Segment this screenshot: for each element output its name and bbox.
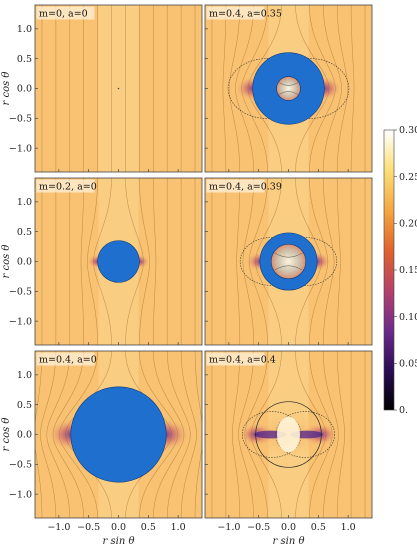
y-tick-label: 1.0 xyxy=(17,24,32,35)
panel-label-bg xyxy=(36,352,95,366)
colorbar-tick-label: 0.05 xyxy=(399,359,417,370)
inner-region xyxy=(276,76,301,101)
panel-5: m=0.4, a=0 1.0 0.5 0.0 −0.5 −1.0 −1.0 −0.5 0.0 0.… xyxy=(9,350,203,533)
panel-label: m=0.4, a=0.39 xyxy=(209,182,282,193)
panel-3: m=0.2, a=0 1.0 0.5 0.0 −0.5 −1.0 xyxy=(9,177,203,346)
y-tick-label: 1.0 xyxy=(17,370,32,381)
colorbar: 0.30 0.25 0.20 0.15 0.10 0.05 0. xyxy=(383,125,417,416)
panels-group: m=0, a=0 1.0 0.5 0.0 −0.5 −1.0 m=0.4, a=0.35 m=… xyxy=(9,4,373,533)
y-tick-label: 1.0 xyxy=(17,197,32,208)
y-tick-label: 0.5 xyxy=(17,227,32,238)
x-tick-label: 1.0 xyxy=(341,522,356,533)
colorbar-tick-label: 0.25 xyxy=(399,172,417,183)
field-line xyxy=(40,351,57,518)
y-tick-label: 0.5 xyxy=(17,400,32,411)
inner-region xyxy=(270,243,307,280)
y-tick-label: 0.0 xyxy=(17,430,32,441)
field-line xyxy=(336,178,341,345)
x-tick-label: −1.0 xyxy=(47,522,70,533)
panel-label: m=0, a=0 xyxy=(39,9,88,20)
horizon-circle xyxy=(255,401,322,468)
panel-label: m=0.4, a=0 xyxy=(39,355,97,366)
colorbar-tick-label: 0.30 xyxy=(399,125,417,136)
field-line xyxy=(228,5,241,172)
dashed-contour xyxy=(275,411,336,458)
black-hole-disk xyxy=(97,240,140,283)
field-line xyxy=(236,178,241,345)
field-line xyxy=(194,351,202,518)
x-tick-label: 0.5 xyxy=(141,522,156,533)
field-line xyxy=(242,178,254,345)
x-tick-label: −0.5 xyxy=(247,522,270,533)
field-line xyxy=(323,178,335,345)
y-tick-label: −0.5 xyxy=(9,460,32,471)
panel-label: m=0.4, a=0.35 xyxy=(209,9,282,20)
colorbar-tick-label: 0. xyxy=(399,405,408,416)
field-line xyxy=(153,178,157,345)
y-axis-label: r cos θ xyxy=(1,245,12,279)
panel-label-bg xyxy=(206,179,265,193)
field-line xyxy=(80,178,84,345)
y-axis-label: r cos θ xyxy=(1,418,12,452)
field-line xyxy=(323,351,339,518)
x-tick-label: 0.0 xyxy=(111,522,126,533)
y-tick-label: 0.5 xyxy=(17,54,32,65)
y-tick-label: 0.0 xyxy=(17,84,32,95)
panel-2: m=0.4, a=0.35 xyxy=(204,4,373,173)
x-axis-label: r sin θ xyxy=(103,536,135,547)
field-line xyxy=(238,351,254,518)
field-line xyxy=(35,351,43,518)
panel-label: m=0.2, a=0 xyxy=(39,182,97,193)
x-axis-label: r sin θ xyxy=(273,536,305,547)
center-point xyxy=(117,87,120,90)
y-tick-label: 0.0 xyxy=(17,257,32,268)
x-tick-label: 1.0 xyxy=(171,522,186,533)
dashed-contour xyxy=(274,237,338,286)
core-bright xyxy=(277,416,300,453)
x-tick-label: 0.5 xyxy=(311,522,326,533)
panel-label-bg xyxy=(206,6,265,20)
colorbar-tick-label: 0.20 xyxy=(399,219,417,230)
field-line xyxy=(46,351,71,518)
black-hole-disk xyxy=(70,386,167,483)
axis-labels-group: r cos θ r cos θ r cos θ r sin θ r sin θ xyxy=(1,72,304,547)
y-axis-label: r cos θ xyxy=(1,72,12,106)
field-line xyxy=(166,351,191,518)
panel-label-bg xyxy=(36,6,95,20)
y-tick-label: −1.0 xyxy=(9,143,32,154)
panel-label: m=0.4, a=0.4 xyxy=(209,355,276,366)
field-line xyxy=(222,5,227,172)
field-line xyxy=(350,5,355,172)
panel-label-bg xyxy=(36,179,95,193)
panel-1: m=0, a=0 1.0 0.5 0.0 −0.5 −1.0 xyxy=(9,4,203,173)
y-tick-label: −0.5 xyxy=(9,114,32,125)
field-line xyxy=(336,351,345,518)
x-tick-label: −1.0 xyxy=(217,522,240,533)
panel-label-bg xyxy=(206,352,265,366)
panel-6: m=0.4, a=0.4 −1.0 −0.5 0.0 0.5 1.0 xyxy=(204,350,373,533)
y-tick-label: −1.0 xyxy=(9,316,32,327)
panel-4: m=0.4, a=0.39 xyxy=(204,177,373,346)
field-line xyxy=(180,351,197,518)
inner-lines xyxy=(274,252,303,271)
y-tick-label: −1.0 xyxy=(9,489,32,500)
inner-lines xyxy=(278,82,299,95)
colorbar-gradient xyxy=(383,129,395,411)
colorbar-tick-label: 0.10 xyxy=(399,312,417,323)
field-line xyxy=(336,5,349,172)
x-tick-label: 0.0 xyxy=(281,522,296,533)
x-tick-label: −0.5 xyxy=(77,522,100,533)
colorbar-tick-label: 0.15 xyxy=(399,265,417,276)
y-tick-label: −0.5 xyxy=(9,287,32,298)
field-line xyxy=(232,351,241,518)
